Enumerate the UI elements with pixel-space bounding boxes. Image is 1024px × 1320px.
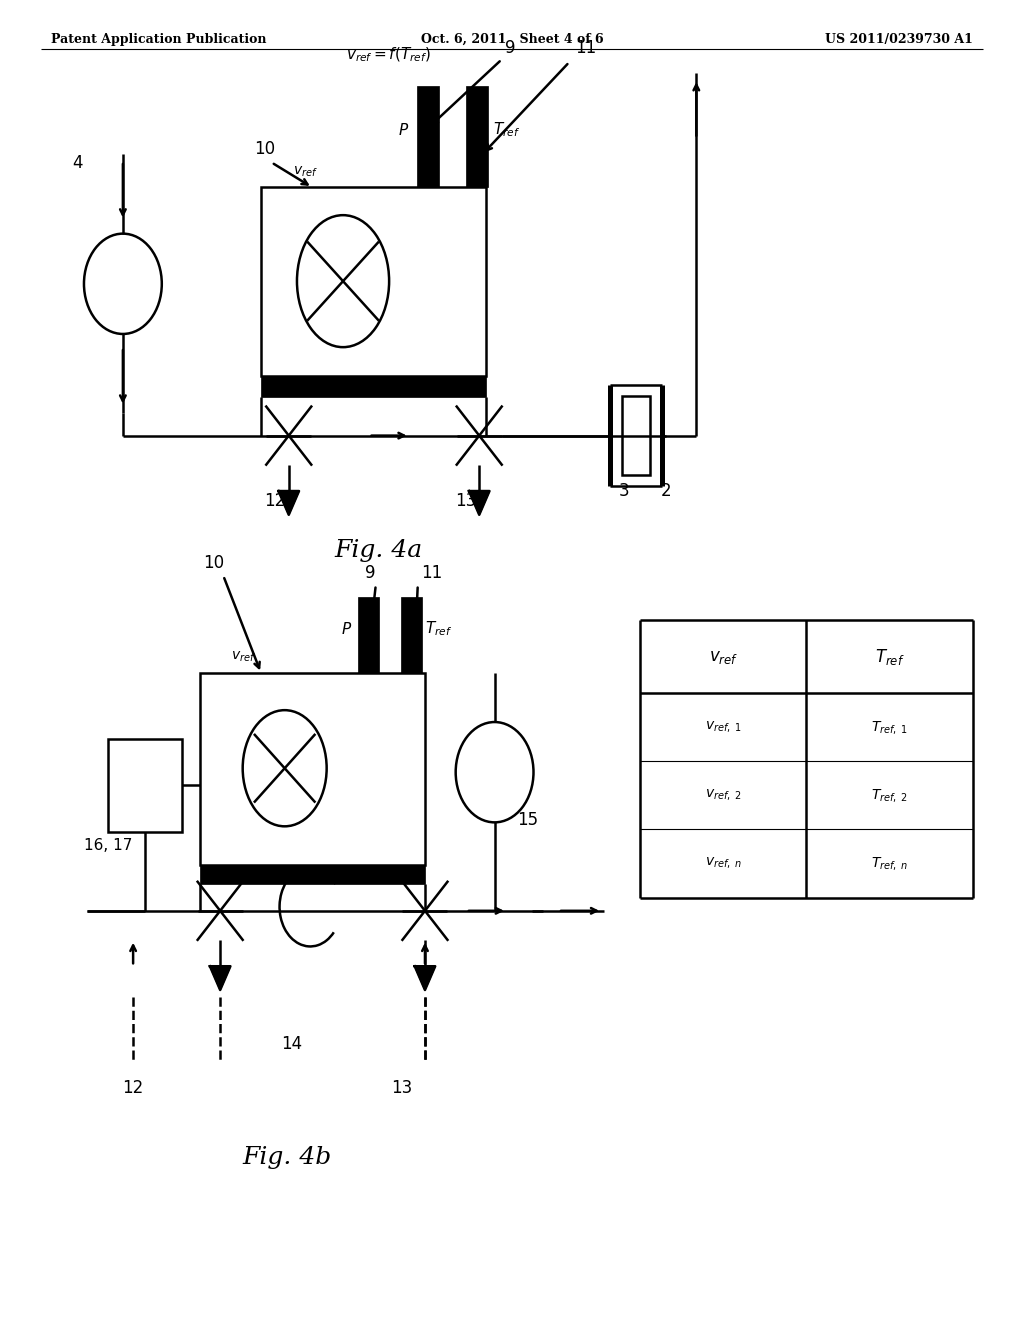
- Text: $v_{ref,\ 2}$: $v_{ref,\ 2}$: [705, 788, 741, 803]
- Text: $T_{ref,\ 1}$: $T_{ref,\ 1}$: [871, 718, 908, 735]
- Polygon shape: [279, 491, 299, 515]
- Bar: [261, 376, 486, 397]
- Bar: [108, 739, 182, 832]
- Text: 10: 10: [254, 140, 275, 158]
- Text: 11: 11: [575, 38, 596, 57]
- Polygon shape: [415, 966, 435, 990]
- Text: Oct. 6, 2011   Sheet 4 of 6: Oct. 6, 2011 Sheet 4 of 6: [421, 33, 603, 46]
- Text: $v_{ref,\ 1}$: $v_{ref,\ 1}$: [705, 719, 741, 735]
- Bar: [358, 597, 379, 673]
- Text: 11: 11: [422, 564, 442, 582]
- Text: Fig. 4b: Fig. 4b: [242, 1146, 332, 1170]
- Text: $v_{ref,\ n}$: $v_{ref,\ n}$: [705, 855, 741, 871]
- Text: 4: 4: [73, 153, 83, 172]
- Text: $T_{ref}$: $T_{ref}$: [425, 619, 453, 639]
- Polygon shape: [210, 966, 230, 990]
- Text: P: P: [398, 123, 409, 137]
- Text: $T_{ref,\ n}$: $T_{ref,\ n}$: [870, 855, 908, 873]
- Text: 13: 13: [456, 491, 476, 510]
- Text: $T_{ref,\ 2}$: $T_{ref,\ 2}$: [871, 787, 908, 804]
- Bar: [466, 86, 488, 187]
- Bar: [417, 86, 439, 187]
- Bar: [401, 597, 422, 673]
- Text: $v_{ref}$: $v_{ref}$: [709, 648, 738, 665]
- Text: P: P: [341, 622, 351, 636]
- Text: 14: 14: [282, 1035, 302, 1053]
- Bar: [200, 673, 425, 865]
- Text: $v_{ref}$: $v_{ref}$: [293, 164, 317, 178]
- Text: 16, 17: 16, 17: [84, 838, 132, 853]
- Polygon shape: [469, 491, 489, 515]
- Text: 3: 3: [618, 482, 629, 500]
- Text: $v_{ref}$: $v_{ref}$: [231, 649, 256, 664]
- Text: 9: 9: [505, 38, 515, 57]
- Text: $T_{ref}$: $T_{ref}$: [874, 647, 904, 667]
- Text: $v_{ref} = f(T_{ref})$: $v_{ref} = f(T_{ref})$: [346, 46, 432, 65]
- Text: Patent Application Publication: Patent Application Publication: [51, 33, 266, 46]
- Bar: [622, 396, 650, 475]
- Text: 13: 13: [391, 1078, 412, 1097]
- Text: 9: 9: [366, 564, 376, 582]
- Text: 12: 12: [264, 491, 285, 510]
- Bar: [200, 865, 425, 884]
- Text: 10: 10: [203, 553, 224, 572]
- Text: $T_{ref}$: $T_{ref}$: [493, 120, 520, 140]
- Text: US 2011/0239730 A1: US 2011/0239730 A1: [825, 33, 973, 46]
- Text: 15: 15: [517, 810, 539, 829]
- Text: 2: 2: [660, 482, 671, 500]
- Bar: [261, 187, 486, 376]
- Text: 12: 12: [123, 1078, 143, 1097]
- Text: Fig. 4a: Fig. 4a: [335, 539, 423, 562]
